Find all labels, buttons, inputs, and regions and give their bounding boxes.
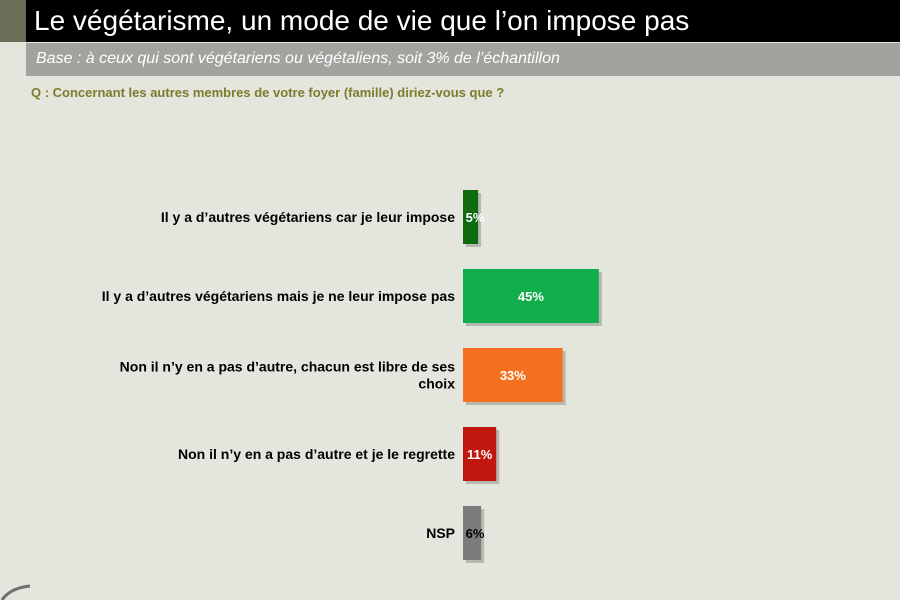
- bar-group: 11% Non il n’y en a pas d’autre et je le …: [178, 427, 500, 484]
- data-label: 45%: [518, 289, 544, 304]
- bar: [463, 348, 563, 402]
- decorative-curve: [0, 584, 31, 600]
- category-label: Il y a d’autres végétariens car je leur …: [161, 209, 455, 225]
- data-label: 11%: [467, 447, 493, 462]
- bar-group: 6% NSP: [426, 506, 485, 563]
- category-label: Non il n’y en a pas d’autre et je le reg…: [178, 446, 455, 462]
- bar: [463, 269, 599, 323]
- page-title: Le végétarisme, un mode de vie que l’on …: [34, 5, 690, 36]
- survey-question: Q : Concernant les autres membres de vot…: [31, 85, 505, 100]
- title-bar: [0, 0, 900, 42]
- bar: [463, 427, 497, 481]
- page-subtitle: Base : à ceux qui sont végétariens ou vé…: [36, 50, 560, 67]
- bar-group: 33% Non il n’y en a pas d’autre, chacun e…: [120, 348, 566, 405]
- category-label: Il y a d’autres végétariens mais je ne l…: [102, 288, 455, 304]
- title-accent-block: [0, 0, 26, 42]
- category-label: NSP: [426, 525, 455, 541]
- category-label: choix: [418, 376, 455, 392]
- bar-group: 5% Il y a d’autres végétariens car je leu…: [161, 190, 485, 247]
- data-label: 6%: [466, 526, 485, 541]
- data-label: 33%: [500, 368, 526, 383]
- category-label: Non il n’y en a pas d’autre, chacun est …: [120, 359, 456, 375]
- bar-group: 45% Il y a d’autres végétariens mais je n…: [102, 269, 602, 326]
- bar: [463, 190, 479, 244]
- subtitle-bar: [26, 43, 900, 76]
- data-label: 5%: [466, 210, 485, 225]
- bar: [463, 506, 482, 560]
